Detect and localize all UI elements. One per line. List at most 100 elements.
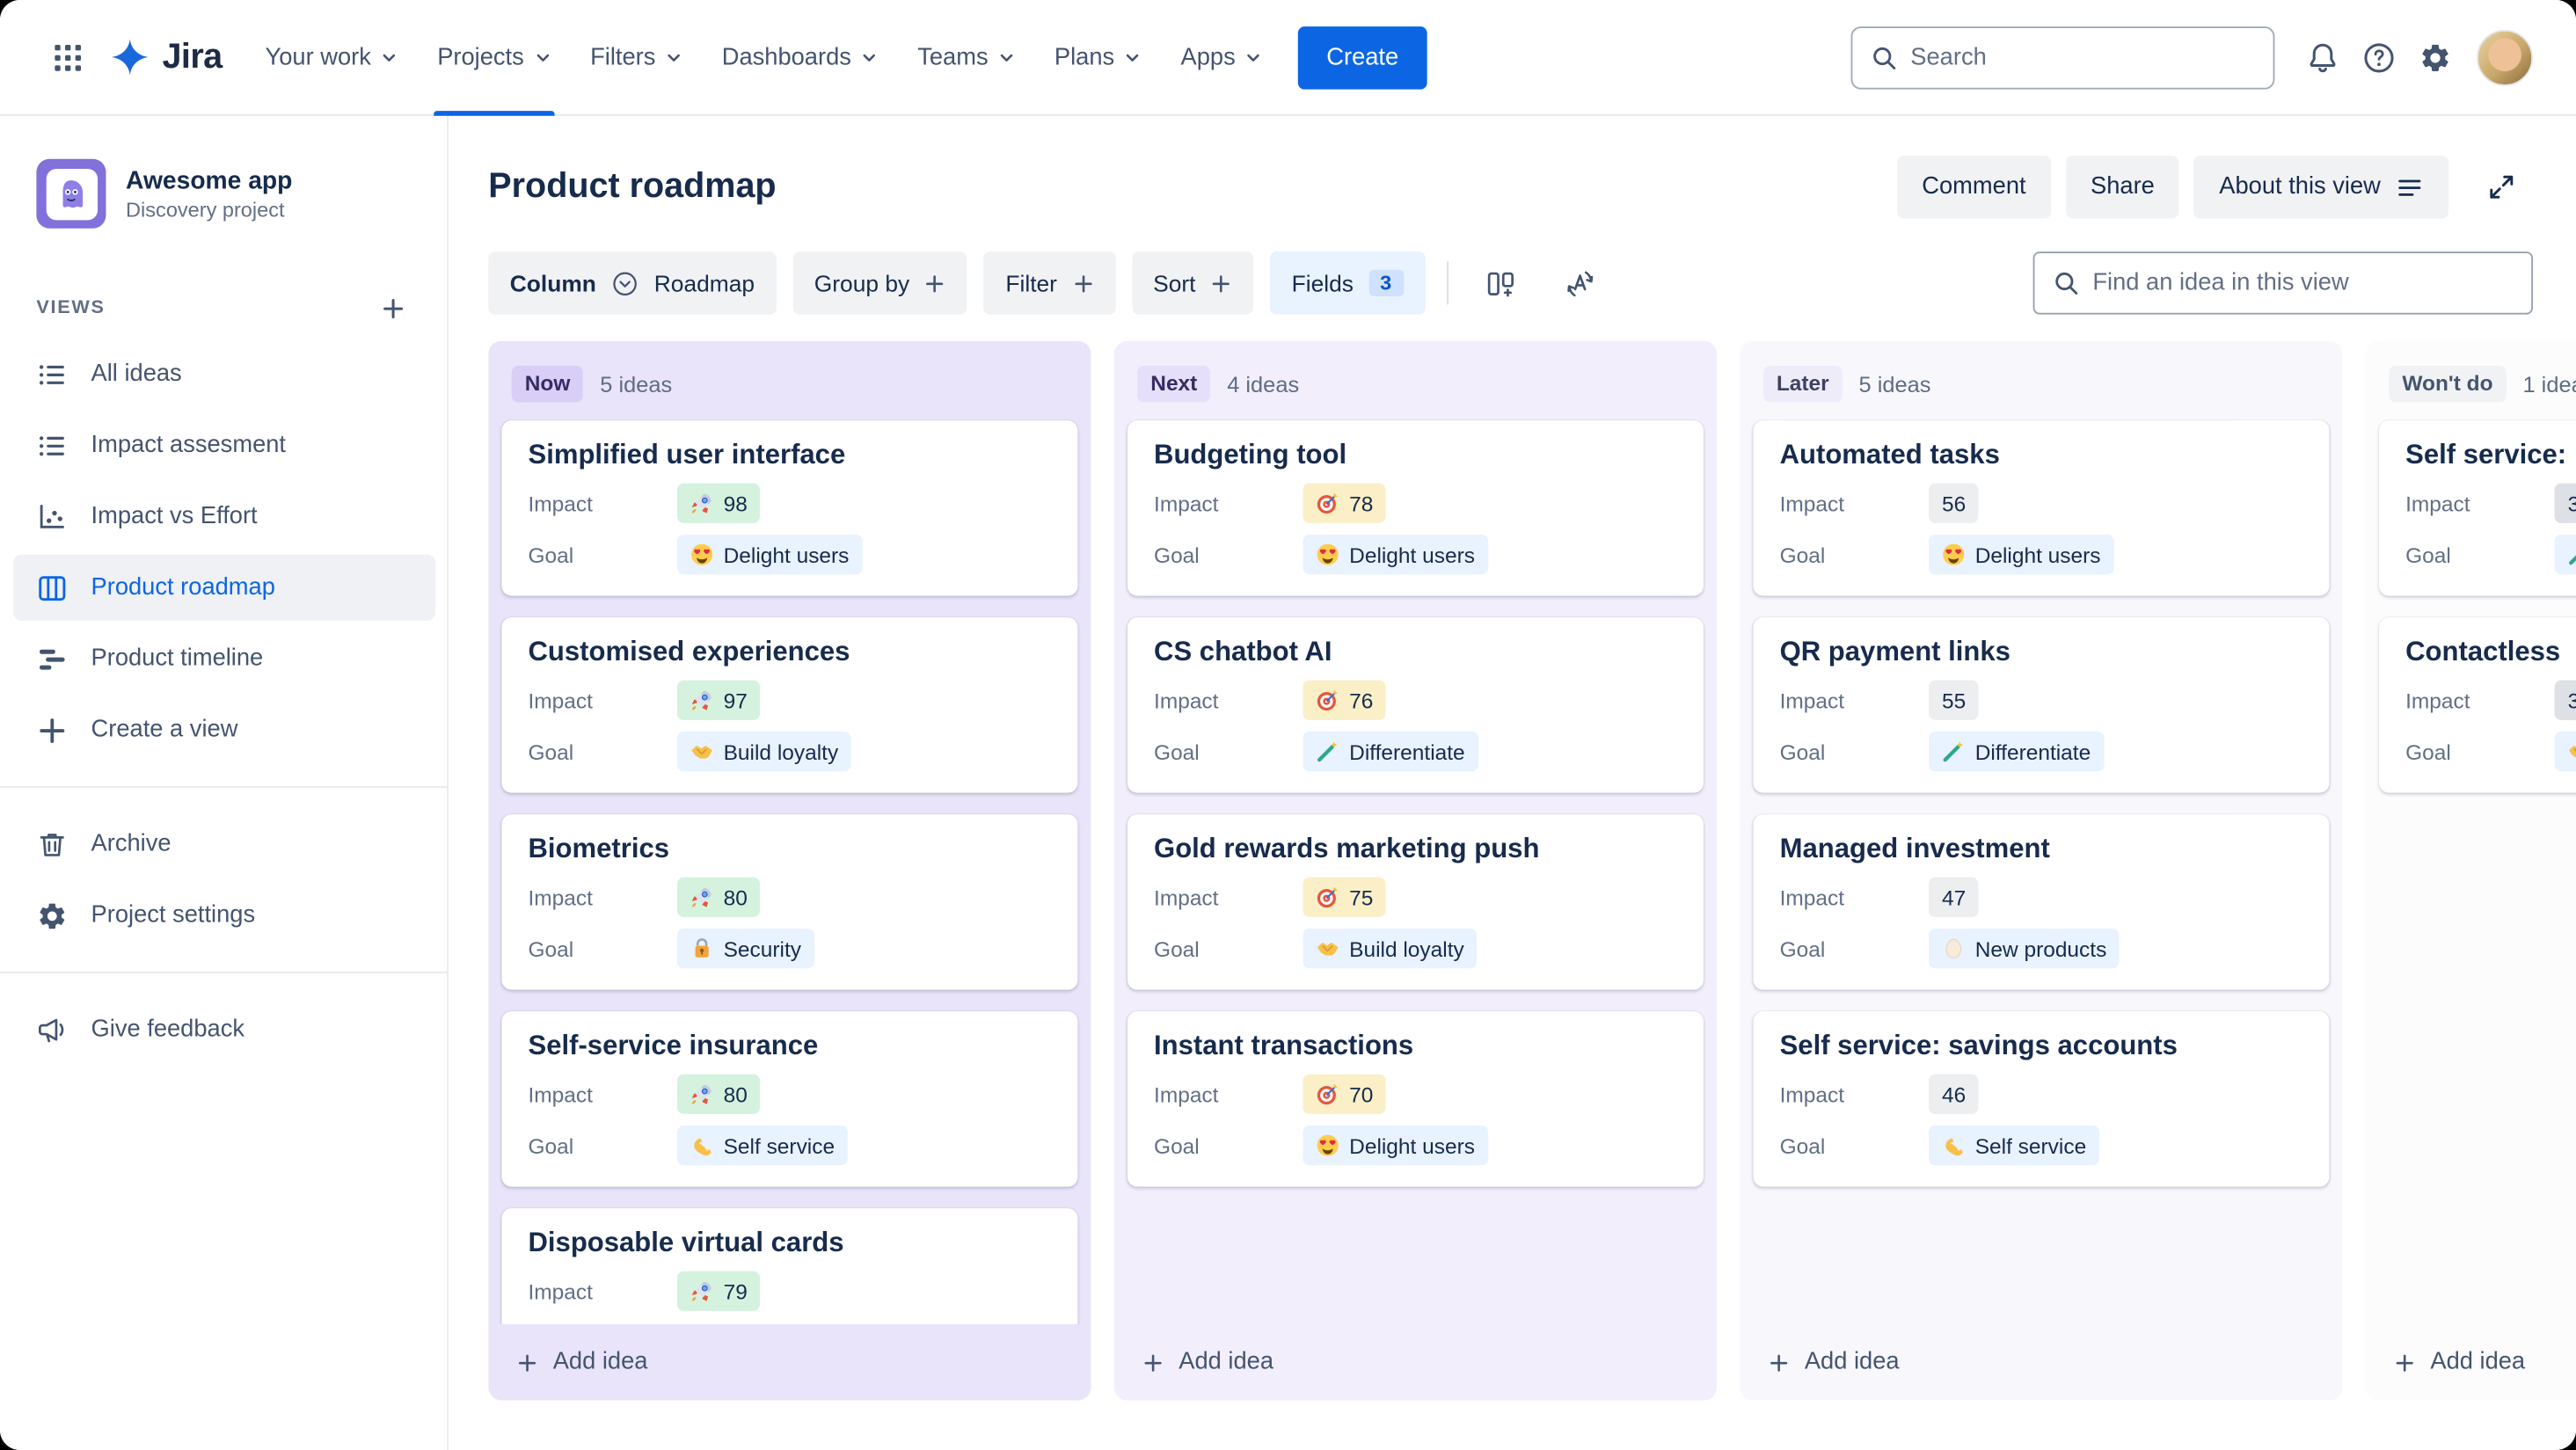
impact-badge: 80 [676, 1074, 761, 1114]
project-avatar [36, 158, 106, 229]
sidebar-item-create-a-view[interactable]: Create a view [13, 696, 435, 762]
column-label: Column [509, 269, 596, 296]
add-idea-button[interactable]: Add idea [488, 1323, 1091, 1401]
view-header: Product roadmap Comment Share About this… [449, 116, 2576, 219]
target-icon [1317, 1082, 1339, 1105]
goal-row: Goal Build loyalty [528, 732, 1051, 772]
add-idea-button[interactable]: Add idea [1740, 1323, 2343, 1401]
chevron-down-icon [534, 49, 551, 66]
nav-item-plans[interactable]: Plans [1034, 0, 1161, 115]
add-idea-button[interactable]: Add idea [1113, 1323, 1718, 1401]
sidebar-divider [0, 786, 448, 789]
find-idea-search[interactable] [2032, 251, 2534, 315]
handshake-icon [1317, 936, 1339, 959]
share-button[interactable]: Share [2065, 155, 2180, 219]
idea-card[interactable]: Biometrics Impact 80 Goal Security [501, 814, 1078, 990]
goal-row: Goal Delight users [1154, 1126, 1677, 1166]
idea-card[interactable]: Simplified user interface Impact 98 Goal… [501, 420, 1078, 596]
global-search-input[interactable] [1910, 43, 2255, 71]
goal-badge: Delight users [676, 535, 863, 575]
nav-item-filters[interactable]: Filters [571, 0, 703, 115]
nav-item-label: Apps [1180, 43, 1236, 71]
idea-card[interactable]: Customised experiences Impact 97 Goal Bu… [501, 617, 1078, 793]
sidebar-item-archive[interactable]: Archive [13, 811, 435, 877]
find-idea-input[interactable] [2092, 269, 2514, 296]
list-icon [36, 359, 68, 390]
idea-card[interactable]: Gold rewards marketing push Impact 75 Go… [1127, 814, 1704, 990]
impact-badge: 30 [2554, 680, 2576, 720]
nav-item-teams[interactable]: Teams [898, 0, 1035, 115]
create-button[interactable]: Create [1298, 26, 1427, 89]
column-count: 4 ideas [1227, 371, 1300, 397]
idea-card[interactable]: Budgeting tool Impact 78 Goal Delight us… [1127, 420, 1704, 596]
global-search[interactable] [1850, 26, 2275, 89]
goal-field-label: Goal [2405, 739, 2451, 764]
comment-button[interactable]: Comment [1897, 155, 2051, 219]
magic-wand-icon [1317, 740, 1339, 762]
sidebar-item-all-ideas[interactable]: All ideas [13, 341, 435, 407]
goal-value: Delight users [1974, 542, 2101, 567]
filter-label: Filter [1005, 269, 1057, 296]
fields-pill[interactable]: Fields 3 [1270, 251, 1425, 315]
idea-card[interactable]: CS chatbot AI Impact 76 Goal Differentia… [1127, 617, 1704, 793]
megaphone-icon [36, 1014, 68, 1046]
idea-card[interactable]: Automated tasks Impact 56 Goal Delight u… [1753, 420, 2330, 596]
idea-card[interactable]: Managed investment Impact 47 Goal New pr… [1753, 814, 2330, 990]
sidebar-item-give-feedback[interactable]: Give feedback [13, 996, 435, 1062]
nav-item-apps[interactable]: Apps [1161, 0, 1282, 115]
column-cards: Budgeting tool Impact 78 Goal Delight us… [1114, 420, 1717, 1187]
translate-button[interactable] [1549, 251, 1612, 315]
notifications-button[interactable] [2295, 29, 2351, 85]
nav-item-label: Teams [917, 43, 989, 71]
settings-button[interactable] [2407, 29, 2463, 85]
goal-badge [2554, 535, 2576, 575]
list-icon [36, 429, 68, 461]
group-by-pill[interactable]: Group by [792, 251, 968, 315]
goal-badge: Self service [676, 1126, 849, 1166]
about-this-view-button[interactable]: About this view [2194, 155, 2449, 219]
impact-row: Impact 70 [1154, 1074, 1677, 1114]
card-title: QR payment links [1779, 637, 2010, 667]
add-view-button[interactable] [374, 289, 410, 325]
board-icon [36, 572, 68, 603]
idea-card[interactable]: Disposable virtual cards Impact 79 [501, 1208, 1078, 1333]
idea-card[interactable]: QR payment links Impact 55 Goal Differen… [1753, 617, 2330, 793]
goal-badge: Build loyalty [676, 732, 852, 772]
app-switcher-button[interactable] [40, 29, 96, 85]
goal-row: Goal Differentiate [1154, 732, 1677, 772]
add-idea-button[interactable]: Add idea [2365, 1323, 2576, 1401]
impact-field-label: Impact [1154, 1082, 1219, 1107]
goal-row: Goal [2405, 535, 2576, 575]
project-header[interactable]: Awesome app Discovery project [0, 158, 447, 229]
nav-item-your-work[interactable]: Your work [245, 0, 418, 115]
sort-pill[interactable]: Sort [1131, 251, 1254, 315]
sidebar-item-product-roadmap[interactable]: Product roadmap [13, 554, 436, 621]
idea-card[interactable]: Self service: Impact 36 Goal [2379, 420, 2576, 596]
jira-logo[interactable]: Jira [109, 36, 223, 77]
idea-card[interactable]: Contactless Impact 30 Goal [2379, 617, 2576, 793]
filter-pill[interactable]: Filter [983, 251, 1115, 315]
goal-value: Delight users [1349, 542, 1475, 567]
nav-item-dashboards[interactable]: Dashboards [702, 0, 897, 115]
sidebar-item-impact-assesment[interactable]: Impact assesment [13, 412, 435, 478]
column-status-badge: Later [1762, 365, 1843, 404]
column-grouping-pill[interactable]: Column Roadmap [488, 251, 777, 315]
insert-column-button[interactable] [1470, 251, 1533, 315]
goal-badge: Differentiate [1303, 732, 1478, 772]
impact-field-label: Impact [1779, 885, 1845, 910]
card-title: Automated tasks [1779, 440, 2000, 470]
goal-field-label: Goal [528, 1133, 574, 1158]
idea-card[interactable]: Self-service insurance Impact 80 Goal Se… [501, 1011, 1078, 1187]
goal-badge: Build loyalty [1303, 929, 1478, 969]
sidebar-item-product-timeline[interactable]: Product timeline [13, 626, 435, 692]
sidebar-item-impact-vs-effort[interactable]: Impact vs Effort [13, 484, 435, 550]
user-avatar[interactable] [2477, 28, 2534, 85]
idea-card[interactable]: Self service: savings accounts Impact 46… [1753, 1011, 2330, 1187]
idea-card[interactable]: Instant transactions Impact 70 Goal Deli… [1127, 1011, 1704, 1187]
fullscreen-button[interactable] [2470, 156, 2534, 219]
sidebar-item-project-settings[interactable]: Project settings [13, 882, 435, 948]
goal-row: Goal Self service [528, 1126, 1051, 1166]
nav-item-projects[interactable]: Projects [418, 0, 571, 115]
help-button[interactable] [2351, 29, 2407, 85]
